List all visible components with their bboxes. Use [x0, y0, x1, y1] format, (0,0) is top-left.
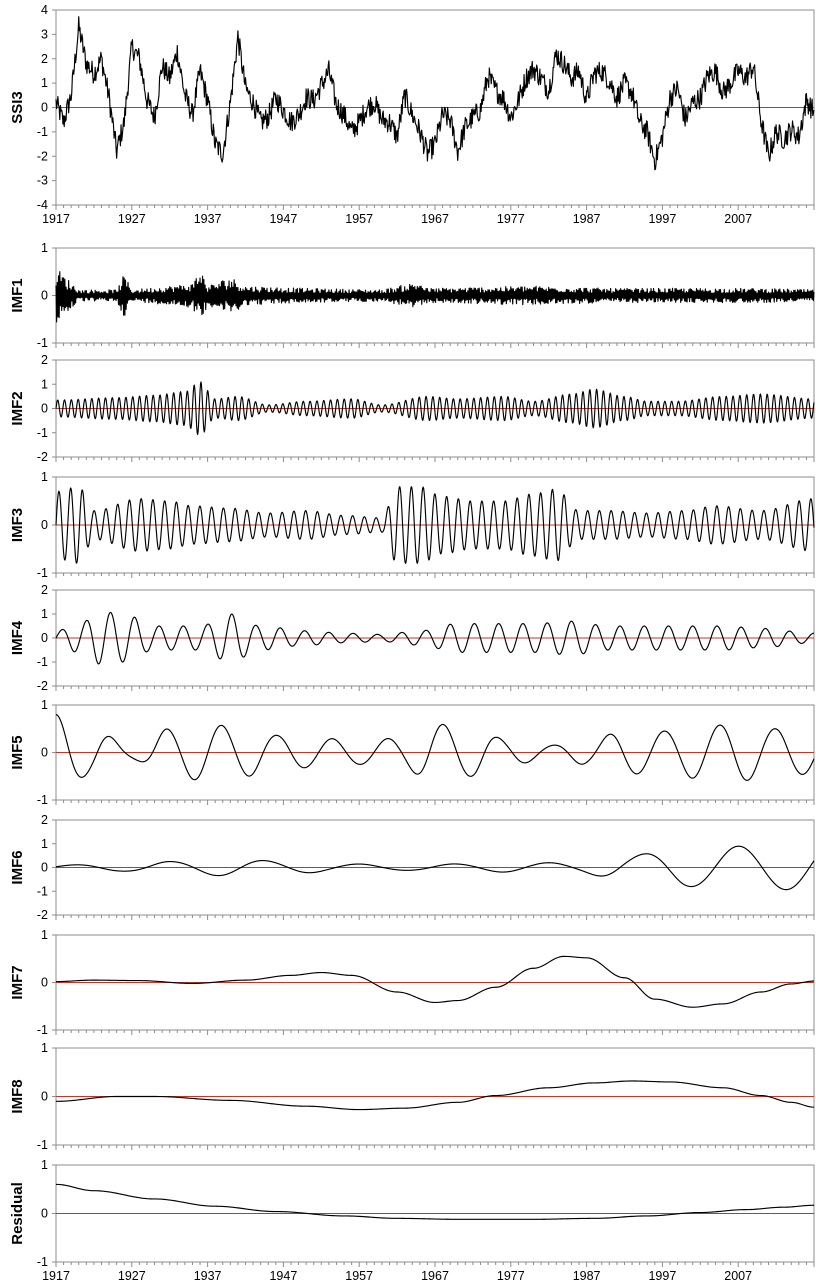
y-tick-label: 2 [41, 353, 48, 367]
y-tick-label: -2 [37, 908, 48, 922]
x-tick-label: 1997 [648, 1269, 676, 1283]
x-tick-label: 1947 [269, 212, 297, 226]
y-tick-label: -1 [37, 125, 48, 139]
x-tick-label: 1917 [42, 1269, 70, 1283]
x-tick-label: 1937 [194, 212, 222, 226]
series-line-imf6 [55, 845, 815, 891]
y-tick-label: 2 [41, 52, 48, 66]
panel-label: IMF3 [9, 508, 26, 542]
y-tick-label: -2 [37, 450, 48, 464]
y-tick-label: 1 [41, 76, 48, 90]
y-tick-label: 1 [41, 928, 48, 942]
series-line-residual [55, 1183, 815, 1220]
panel-imf6: -2 -1 0 1 2 IMF6 [9, 813, 815, 922]
y-tick-label: 2 [41, 583, 48, 597]
y-tick-label: -4 [37, 198, 48, 212]
panel-label: IMF6 [9, 850, 26, 884]
y-tick-label: 0 [41, 289, 48, 303]
x-tick-label: 1917 [42, 212, 70, 226]
x-tick-label: 1967 [421, 212, 449, 226]
y-tick-label: 0 [41, 631, 48, 645]
y-tick-label: 1 [41, 241, 48, 255]
panel-label: SSI3 [9, 91, 26, 124]
y-tick-label: 2 [41, 813, 48, 827]
y-tick-label: 1 [41, 1158, 48, 1172]
x-tick-label: 1977 [497, 1269, 525, 1283]
y-tick-label: 0 [41, 518, 48, 532]
y-tick-label: -2 [37, 679, 48, 693]
panel-label: IMF2 [9, 391, 26, 425]
x-tick-label: 1957 [345, 1269, 373, 1283]
panel-label: IMF4 [9, 620, 26, 655]
y-tick-label: 0 [41, 861, 48, 875]
y-tick-label: 0 [41, 1207, 48, 1221]
x-tick-label: 1937 [194, 1269, 222, 1283]
series-line-imf3 [55, 486, 815, 564]
x-tick-label: 1947 [269, 1269, 297, 1283]
y-tick-label: 0 [41, 976, 48, 990]
panel-imf7: -1 0 1 IMF7 [9, 928, 815, 1037]
y-tick-label: 1 [41, 377, 48, 391]
series-line-imf5 [55, 713, 815, 781]
panel-imf8: -1 0 1 IMF8 [9, 1041, 815, 1152]
y-tick-label: 1 [41, 698, 48, 712]
y-tick-label: 0 [41, 101, 48, 115]
y-tick-label: -1 [37, 566, 48, 580]
y-tick-label: -1 [37, 655, 48, 669]
y-tick-label: 0 [41, 746, 48, 760]
panel-imf4: -2 -1 0 1 2 IMF4 [9, 583, 815, 693]
y-tick-label: -1 [37, 1023, 48, 1037]
series-line-imf2 [55, 381, 815, 436]
y-tick-label: -1 [37, 1255, 48, 1269]
y-tick-label: 1 [41, 1041, 48, 1055]
panel-label: IMF7 [9, 965, 26, 999]
panel-label: Residual [9, 1182, 26, 1245]
x-tick-label: 1927 [118, 212, 146, 226]
x-tick-label: 2007 [724, 212, 752, 226]
series-line-imf4 [55, 611, 815, 665]
x-tick-label: 1927 [118, 1269, 146, 1283]
panel-imf1: -1 0 1 IMF1 [9, 241, 815, 350]
panel-label: IMF8 [9, 1079, 26, 1113]
x-tick-label: 1967 [421, 1269, 449, 1283]
x-tick-label: 1977 [497, 212, 525, 226]
panel-label: IMF1 [9, 278, 26, 312]
y-tick-label: 4 [41, 3, 48, 17]
y-tick-label: 1 [41, 837, 48, 851]
x-tick-label: 1957 [345, 212, 373, 226]
y-tick-label: 3 [41, 27, 48, 41]
y-tick-label: -2 [37, 149, 48, 163]
series-line-ssi3 [55, 16, 815, 171]
panel-residual: -1 0 1 1917 1927 1937 1947 1957 1967 1977 1987 1997… [9, 1158, 815, 1283]
y-tick-label: -3 [37, 174, 48, 188]
y-tick-label: -1 [37, 793, 48, 807]
y-tick-label: 1 [41, 607, 48, 621]
x-tick-label: 1987 [573, 1269, 601, 1283]
y-tick-label: -1 [37, 884, 48, 898]
series-line-imf1 [55, 271, 815, 323]
panel-ssi3: -4 -3 -2 -1 0 1 2 3 4 1917 1927 1937 1947 1957 1967 197… [9, 3, 815, 226]
panel-label: IMF5 [9, 735, 26, 769]
panel-imf5: -1 0 1 IMF5 [9, 698, 815, 807]
panel-imf3: -1 0 1 IMF3 [9, 470, 815, 580]
series-line-imf7 [55, 955, 815, 1008]
y-tick-label: 1 [41, 470, 48, 484]
y-tick-label: -1 [37, 1138, 48, 1152]
panel-imf2: -2 -1 0 1 2 IMF2 [9, 353, 815, 464]
y-tick-label: 0 [41, 1090, 48, 1104]
x-tick-label: 1987 [573, 212, 601, 226]
x-tick-label: 2007 [724, 1269, 752, 1283]
y-tick-label: -1 [37, 426, 48, 440]
y-tick-label: 0 [41, 402, 48, 416]
x-tick-label: 1997 [648, 212, 676, 226]
series-line-imf8 [55, 1080, 815, 1111]
y-tick-label: -1 [37, 336, 48, 350]
